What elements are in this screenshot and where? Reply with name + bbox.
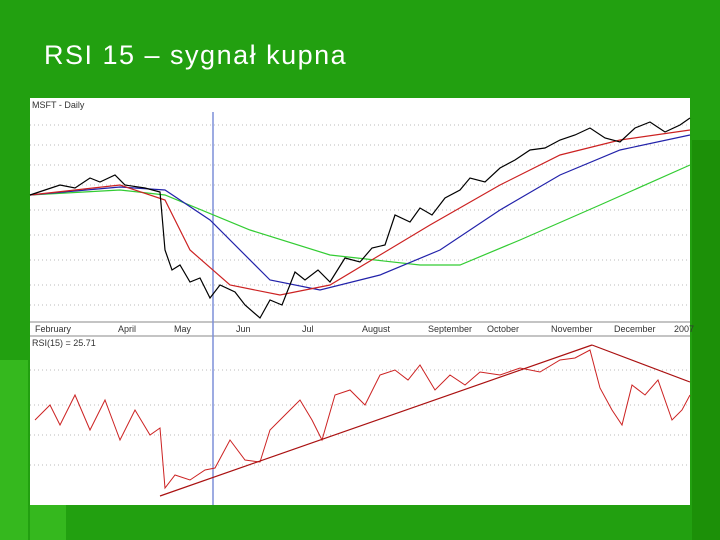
month-label: Jun: [236, 324, 251, 334]
price: [29, 117, 691, 319]
trend-line: [159, 344, 593, 497]
month-label: February: [35, 324, 72, 334]
trend-line: [591, 344, 691, 383]
month-label: December: [614, 324, 656, 334]
month-label: April: [118, 324, 136, 334]
price-header: MSFT - Daily: [32, 100, 85, 110]
month-label: November: [551, 324, 593, 334]
month-label: Jul: [302, 324, 314, 334]
slide-title: RSI 15 – sygnał kupna: [44, 40, 348, 70]
ma-mid: [29, 134, 691, 291]
chart-image: [30, 98, 690, 505]
month-label: October: [487, 324, 519, 334]
rsi-header: RSI(15) = 25.71: [32, 338, 96, 348]
month-label: May: [174, 324, 192, 334]
stripe: [0, 360, 28, 540]
month-labels: February April May Jun Jul August September Oct…: [35, 324, 694, 334]
ma-short: [29, 129, 691, 296]
month-label: August: [362, 324, 391, 334]
month-label: September: [428, 324, 472, 334]
stripe: [30, 505, 66, 540]
rsi: [34, 349, 691, 490]
stripe: [692, 140, 720, 540]
month-label: 2007: [674, 324, 694, 334]
